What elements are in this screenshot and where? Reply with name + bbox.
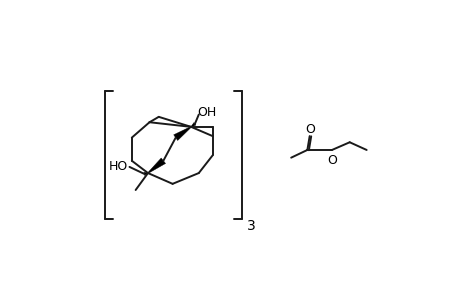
Text: OH: OH bbox=[196, 106, 216, 119]
Polygon shape bbox=[144, 172, 148, 175]
Text: O: O bbox=[326, 154, 336, 167]
Text: 3: 3 bbox=[247, 219, 256, 233]
Text: HO: HO bbox=[109, 160, 128, 173]
Text: O: O bbox=[305, 123, 315, 136]
Polygon shape bbox=[190, 123, 196, 127]
Polygon shape bbox=[147, 158, 165, 173]
Polygon shape bbox=[174, 127, 191, 140]
